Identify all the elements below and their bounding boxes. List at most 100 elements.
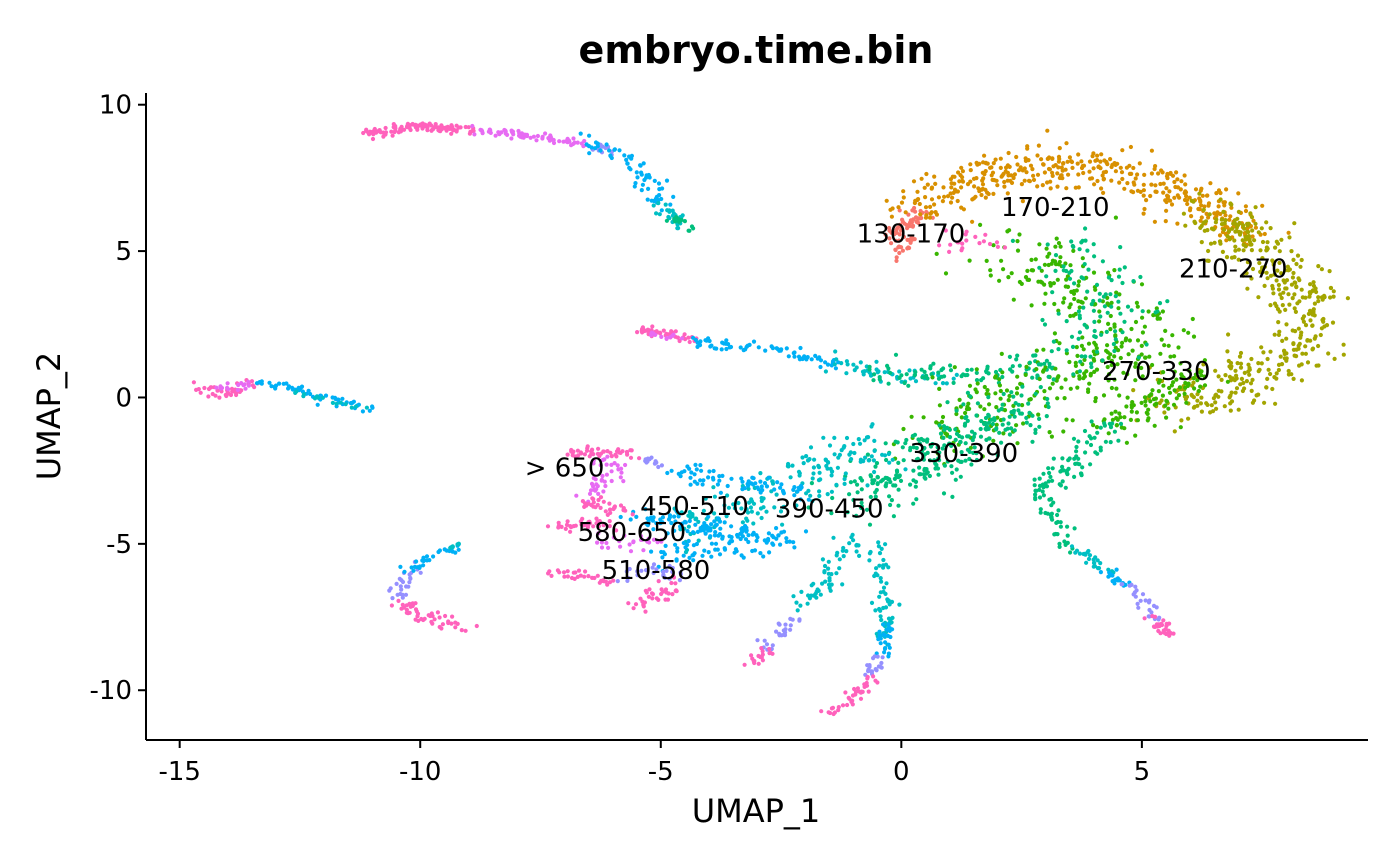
- scatter-point: [818, 364, 823, 370]
- scatter-point: [682, 219, 688, 224]
- scatter-point: [974, 176, 979, 181]
- scatter-point: [1234, 386, 1240, 391]
- scatter-point: [977, 241, 982, 246]
- scatter-point: [910, 223, 916, 228]
- scatter-point: [1276, 367, 1281, 373]
- scatter-point: [1241, 248, 1246, 253]
- scatter-point: [909, 414, 914, 419]
- scatter-point: [1097, 309, 1102, 314]
- scatter-point: [594, 482, 599, 487]
- scatter-point: [1093, 302, 1098, 307]
- scatter-point: [974, 413, 979, 418]
- scatter-point: [1033, 488, 1038, 493]
- scatter-point: [937, 386, 942, 391]
- scatter-point: [930, 375, 935, 380]
- scatter-point: [1117, 267, 1122, 272]
- scatter-point: [829, 706, 835, 711]
- scatter-point: [353, 404, 359, 409]
- scatter-point: [911, 501, 916, 506]
- scatter-point: [607, 507, 613, 512]
- scatter-point: [1196, 206, 1201, 212]
- scatter-point: [948, 368, 954, 373]
- scatter-point: [1068, 550, 1073, 555]
- scatter-point: [829, 489, 835, 494]
- scatter-point: [883, 483, 888, 488]
- scatter-point: [668, 202, 673, 207]
- scatter-point: [833, 349, 838, 354]
- scatter-point: [1158, 181, 1163, 187]
- scatter-point: [859, 487, 864, 492]
- scatter-point: [1331, 294, 1336, 299]
- scatter-point: [1191, 199, 1196, 204]
- scatter-point: [1226, 332, 1231, 337]
- scatter-point: [1141, 182, 1146, 187]
- scatter-point: [1260, 239, 1266, 245]
- scatter-point: [650, 596, 655, 601]
- scatter-point: [1161, 370, 1166, 375]
- scatter-point: [917, 465, 922, 470]
- scatter-point: [1218, 211, 1223, 217]
- scatter-point: [1128, 144, 1133, 150]
- scatter-point: [1256, 361, 1261, 366]
- scatter-point: [925, 182, 930, 187]
- scatter-point: [897, 232, 902, 237]
- y-tick-label: -10: [90, 676, 132, 706]
- scatter-point: [670, 592, 675, 597]
- scatter-point: [923, 205, 929, 210]
- scatter-point: [872, 372, 877, 377]
- scatter-point: [1162, 410, 1167, 415]
- scatter-point: [1081, 170, 1086, 176]
- scatter-point: [1118, 415, 1123, 420]
- scatter-point: [831, 711, 836, 717]
- scatter-point: [1056, 311, 1061, 316]
- scatter-point: [1033, 492, 1038, 497]
- scatter-point: [568, 529, 573, 534]
- scatter-point: [389, 603, 394, 608]
- scatter-point: [1199, 395, 1204, 400]
- scatter-point: [661, 573, 666, 578]
- scatter-point: [1094, 425, 1100, 430]
- scatter-point: [1165, 622, 1170, 627]
- scatter-point: [493, 133, 498, 138]
- scatter-point: [676, 514, 681, 519]
- scatter-point: [1037, 265, 1042, 270]
- scatter-point: [756, 661, 761, 666]
- scatter-point: [1153, 396, 1158, 401]
- scatter-point: [959, 248, 964, 253]
- scatter-point: [1109, 304, 1114, 309]
- scatter-point: [1303, 344, 1308, 349]
- scatter-point: [882, 633, 887, 638]
- scatter-point: [1262, 264, 1267, 269]
- scatter-point: [804, 454, 809, 459]
- scatter-point: [1105, 301, 1110, 306]
- scatter-point: [1047, 430, 1052, 435]
- scatter-point: [768, 650, 773, 656]
- scatter-point: [450, 614, 455, 619]
- scatter-point: [784, 346, 789, 351]
- scatter-point: [1163, 219, 1168, 224]
- scatter-point: [1164, 208, 1169, 213]
- scatter-point: [902, 380, 907, 386]
- scatter-point: [349, 405, 354, 410]
- scatter-point: [1077, 376, 1082, 381]
- scatter-point: [887, 626, 892, 631]
- scatter-point: [1274, 304, 1279, 309]
- scatter-point: [1186, 416, 1191, 421]
- scatter-point: [1042, 361, 1047, 366]
- scatter-point: [913, 215, 919, 220]
- scatter-point: [641, 161, 646, 166]
- scatter-point: [1246, 362, 1251, 367]
- scatter-point: [1170, 333, 1175, 338]
- scatter-point: [627, 566, 632, 572]
- scatter-point: [509, 136, 514, 141]
- scatter-point: [889, 214, 895, 219]
- scatter-point: [1229, 226, 1235, 231]
- scatter-point: [725, 493, 730, 498]
- scatter-point: [1106, 321, 1111, 326]
- scatter-point: [1058, 173, 1063, 178]
- scatter-point: [858, 459, 863, 464]
- scatter-point: [414, 559, 419, 564]
- scatter-point: [1063, 284, 1068, 289]
- scatter-point: [1178, 187, 1183, 192]
